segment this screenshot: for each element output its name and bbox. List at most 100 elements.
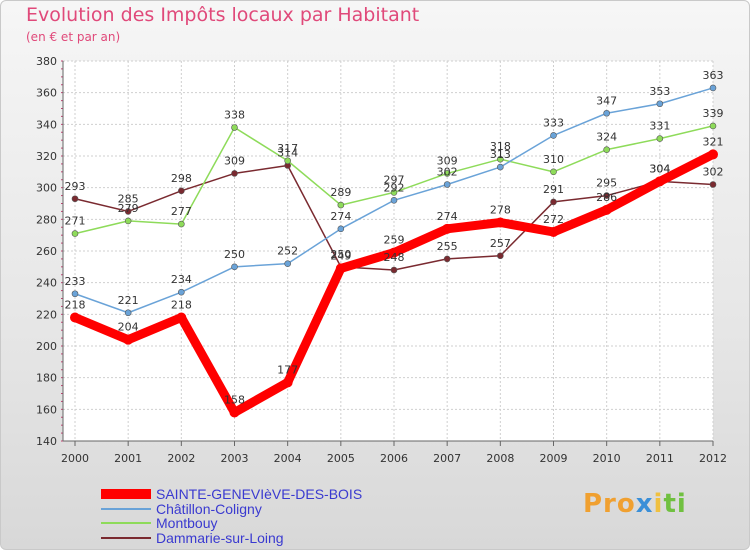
data-point	[335, 263, 346, 274]
y-tick-label: 200	[36, 340, 57, 353]
y-tick-label: 160	[36, 403, 57, 416]
data-label: 277	[171, 205, 192, 218]
y-tick-label: 280	[36, 213, 57, 226]
data-point	[709, 181, 717, 188]
data-point	[548, 227, 559, 237]
legend-item-dammarie-sur-loing: Dammarie-sur-Loing	[101, 530, 284, 546]
data-point	[603, 109, 610, 117]
y-tick-label: 340	[36, 118, 57, 131]
data-point	[603, 192, 610, 199]
data-label: 158	[224, 394, 245, 407]
data-label: 302	[703, 166, 724, 179]
data-label: 271	[65, 215, 86, 228]
legend-label: SAINTE-GENEVIèVE-DES-BOIS	[156, 486, 363, 502]
data-label: 293	[65, 180, 86, 193]
data-point	[229, 407, 240, 418]
data-label: 318	[490, 140, 511, 153]
data-label: 274	[437, 210, 458, 223]
data-label: 295	[596, 177, 617, 190]
legend-label: Dammarie-sur-Loing	[156, 530, 284, 546]
data-point	[124, 217, 132, 225]
x-tick-label: 2007	[433, 452, 461, 465]
legend-label: Montbouy	[156, 515, 218, 531]
data-label: 285	[118, 192, 139, 205]
logo-part: i	[653, 489, 664, 519]
data-label: 298	[171, 172, 192, 185]
data-point	[282, 377, 293, 388]
data-point	[550, 132, 557, 139]
data-label: 257	[490, 237, 511, 250]
data-label: 313	[490, 148, 511, 161]
x-tick-label: 2002	[167, 452, 195, 465]
data-label: 233	[65, 275, 86, 288]
grid-layer	[63, 60, 714, 442]
data-label: 317	[277, 142, 298, 155]
data-label: 292	[384, 181, 405, 194]
data-label: 310	[543, 153, 564, 166]
logo-part: ti	[663, 489, 687, 519]
data-label: 338	[224, 109, 245, 122]
legend-swatch	[101, 508, 151, 510]
data-point	[550, 198, 557, 206]
data-label: 297	[384, 173, 405, 186]
y-tick-label: 300	[36, 182, 57, 195]
x-tick-label: 2008	[486, 452, 514, 465]
data-label-layer: 218 204 218 158 177 249 259 274 278 272 286 304 321 2…	[65, 69, 724, 407]
data-point	[495, 217, 506, 228]
data-point	[443, 170, 451, 177]
series-layer	[70, 84, 718, 418]
data-point	[389, 247, 399, 258]
data-point	[284, 157, 291, 165]
data-point	[442, 223, 453, 234]
data-label: 353	[649, 85, 670, 98]
x-tick-label: 2006	[380, 452, 408, 465]
data-label: 204	[118, 321, 139, 334]
data-label: 221	[118, 294, 139, 307]
data-point	[443, 181, 451, 188]
data-point	[709, 84, 717, 92]
data-label: 321	[703, 135, 724, 148]
data-point	[708, 149, 718, 160]
data-point	[71, 195, 79, 203]
data-label: 250	[330, 248, 351, 261]
data-point	[390, 197, 398, 204]
y-tick-label: 320	[36, 150, 57, 163]
x-tick-label: 2009	[540, 452, 568, 465]
y-tick-label: 180	[36, 372, 57, 385]
x-tick-label: 2010	[593, 452, 621, 465]
legend-swatch	[101, 489, 151, 499]
x-tick-label: 2012	[699, 452, 727, 465]
x-tick-label: 2001	[114, 452, 142, 465]
legend-swatch	[101, 537, 151, 539]
y-tick-label: 260	[36, 245, 57, 258]
data-point	[124, 309, 132, 317]
data-label: 291	[543, 183, 564, 196]
data-label: 339	[703, 107, 724, 120]
data-point	[656, 100, 664, 108]
data-point	[601, 204, 612, 215]
data-point	[231, 124, 238, 131]
data-point	[231, 263, 238, 271]
data-label: 333	[543, 116, 564, 129]
data-label: 324	[596, 131, 617, 144]
y-tick-label: 380	[36, 55, 57, 68]
y-tick-label: 140	[36, 435, 57, 448]
data-point	[71, 230, 79, 237]
data-point	[603, 146, 610, 153]
data-point	[178, 288, 185, 296]
data-label: 274	[330, 210, 351, 223]
data-label: 259	[384, 234, 405, 247]
data-label: 218	[171, 299, 192, 312]
x-tick-label: 2005	[327, 452, 355, 465]
data-point	[656, 135, 664, 142]
x-tick-label: 2000	[61, 452, 89, 465]
logo-part: x	[635, 489, 654, 519]
data-label: 252	[277, 245, 298, 258]
y-tick-label: 220	[36, 308, 57, 321]
data-label: 279	[118, 202, 139, 215]
data-point	[71, 290, 79, 298]
data-point	[497, 163, 504, 171]
chart-title: Evolution des Impôts locaux par Habitant	[26, 4, 420, 26]
legend-item-montbouy: Montbouy	[101, 515, 217, 531]
